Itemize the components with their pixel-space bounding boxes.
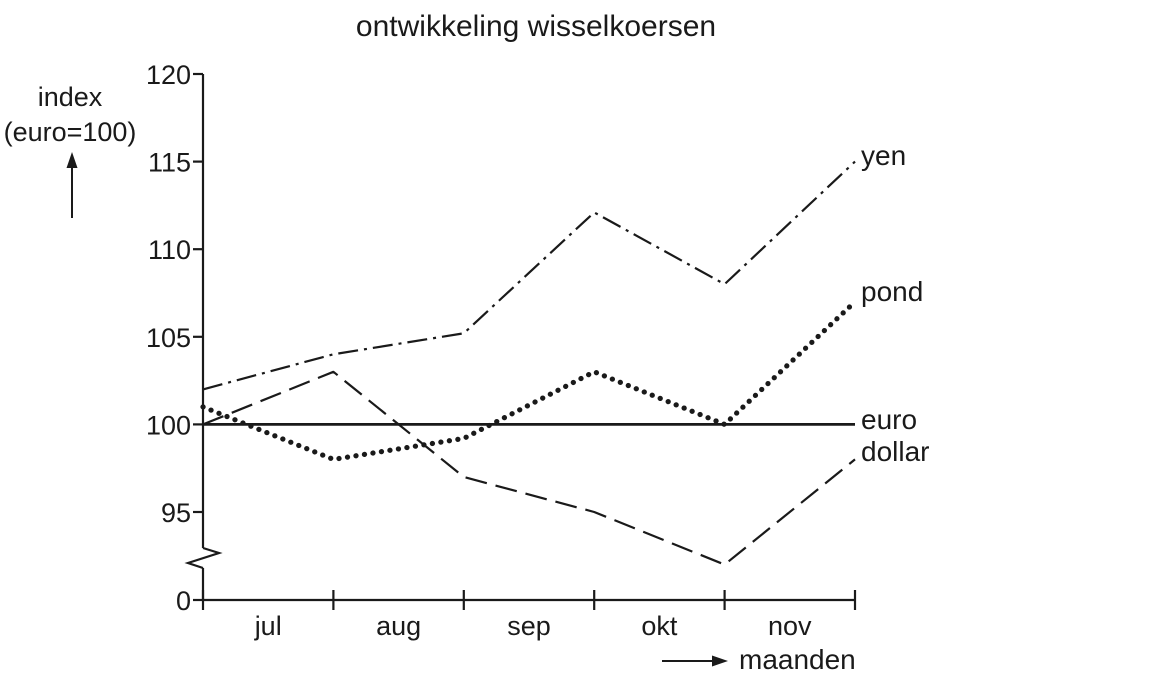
y-tick-label: 115 xyxy=(148,148,191,178)
x-axis: jul aug sep okt nov xyxy=(201,590,857,641)
series-label-euro: euro xyxy=(861,404,917,435)
chart-title: ontwikkeling wisselkoersen xyxy=(356,10,716,43)
x-category-label: okt xyxy=(641,611,678,641)
y-axis-label-base: (euro=100) xyxy=(4,117,137,147)
series-label-dollar: dollar xyxy=(861,436,929,467)
y-tick-label: 95 xyxy=(161,498,191,528)
series-label-yen: yen xyxy=(861,140,906,171)
y-tick-label: 105 xyxy=(146,323,191,353)
y-tick-label: 110 xyxy=(148,235,191,265)
series-layer xyxy=(200,160,858,566)
series-line-dollar xyxy=(202,370,856,566)
y-axis-label-index: index xyxy=(38,82,103,112)
y-axis-arrow-icon xyxy=(66,152,78,218)
y-tick-label: 0 xyxy=(176,586,191,616)
axis-break-icon xyxy=(184,546,223,570)
x-category-label: nov xyxy=(768,611,812,641)
y-axis: 120 115 110 105 100 95 0 xyxy=(146,60,223,616)
y-tick-label: 120 xyxy=(146,60,191,90)
series-line-yen xyxy=(202,160,856,391)
y-tick-label: 100 xyxy=(146,410,191,440)
x-axis-arrow-icon xyxy=(662,655,728,667)
series-line-pond xyxy=(200,299,858,462)
x-category-label: sep xyxy=(507,611,551,641)
series-label-pond: pond xyxy=(861,276,923,307)
x-category-label: aug xyxy=(376,611,421,641)
x-category-label: jul xyxy=(254,611,282,641)
x-axis-label: maanden xyxy=(739,644,856,675)
